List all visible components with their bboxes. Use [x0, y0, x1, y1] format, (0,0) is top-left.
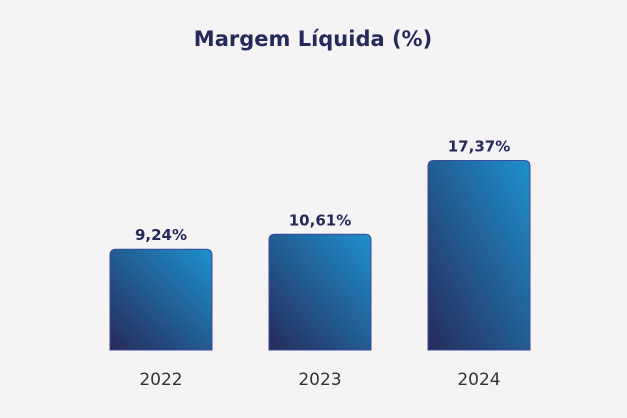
data-label: 10,61%: [289, 211, 351, 229]
x-tick-label: 2024: [457, 370, 500, 390]
data-label: 17,37%: [448, 138, 510, 156]
bar-2023: [268, 233, 372, 351]
chart-title: Margem Líquida (%): [194, 27, 432, 51]
bar-2022: [109, 248, 213, 351]
x-tick-label: 2022: [139, 370, 182, 390]
x-tick-label: 2023: [298, 370, 341, 390]
data-label: 9,24%: [135, 226, 187, 244]
bar-2024: [427, 160, 531, 351]
